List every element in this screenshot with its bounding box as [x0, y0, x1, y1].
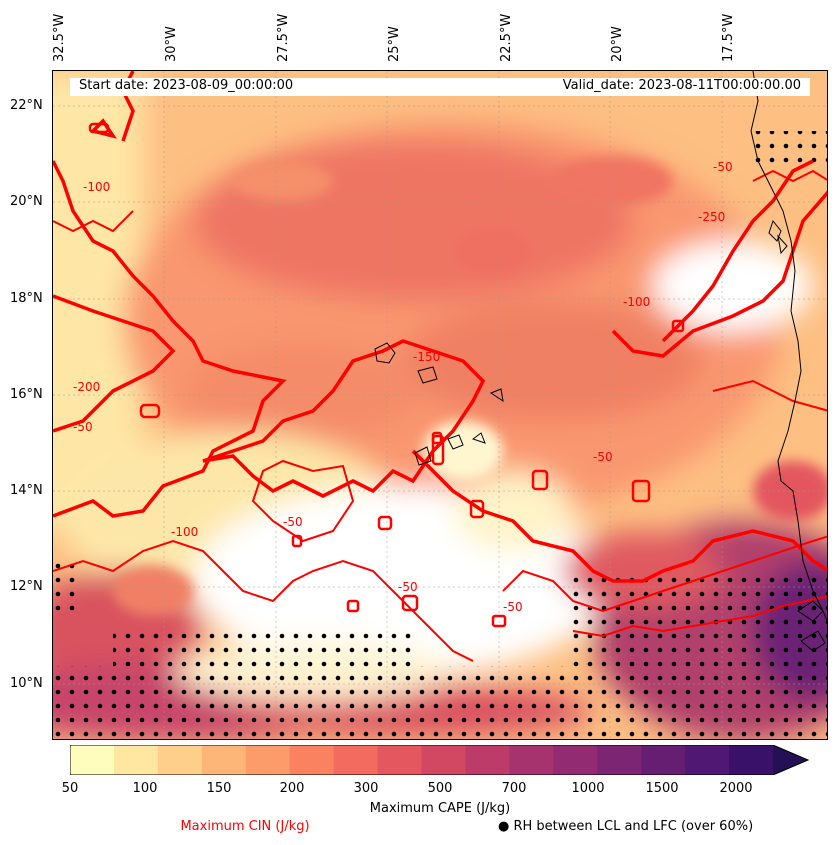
colorbar-cell — [113, 745, 159, 775]
contour-label: -50 — [283, 515, 303, 529]
contour-label: -100 — [171, 525, 198, 539]
colorbar-cell — [157, 745, 203, 775]
contour-label: -50 — [713, 160, 733, 174]
contour-label: -200 — [73, 380, 100, 394]
colorbar-cell — [333, 745, 379, 775]
contour-label: -50 — [503, 600, 523, 614]
legend-cin: Maximum CIN (J/kg) — [180, 819, 310, 834]
colorbar-title: Maximum CAPE (J/kg) — [369, 801, 511, 816]
contour-label: -100 — [623, 295, 650, 309]
colorbar-cell — [289, 745, 335, 775]
colorbar-cell — [245, 745, 291, 775]
lon-label-20w: 20°W — [610, 26, 625, 62]
lat-label-12n: 12°N — [10, 579, 43, 594]
lon-label-27.5w: 27.5°W — [276, 13, 291, 62]
cape-detail — [113, 156, 827, 616]
lon-label-32.5w: 32.5°W — [52, 13, 67, 62]
cin-small-contours — [88, 122, 685, 628]
colorbar-cell — [597, 745, 642, 775]
contour-label: -250 — [698, 210, 725, 224]
start-date: Start date: 2023-08-09_00:00:00 — [79, 78, 294, 93]
colorbar-arrow-frame — [772, 745, 810, 775]
coastline — [374, 71, 827, 652]
cape-map: -100 -50 -100 -50 -250 -150 -50 -50 -100… — [52, 70, 828, 740]
lon-label-30w: 30°W — [164, 26, 179, 62]
contour-label-group: -100 -50 -100 -50 -250 -150 -50 -50 -100… — [73, 160, 733, 614]
colorbar-cell — [465, 745, 510, 775]
colorbar-tick: 700 — [501, 781, 527, 796]
colorbar-cell — [421, 745, 466, 775]
colorbar-tick: 150 — [206, 781, 232, 796]
colorbar-tick: 300 — [353, 781, 379, 796]
lat-label-18n: 18°N — [10, 291, 43, 306]
colorbar-cell — [70, 745, 115, 775]
colorbar-tick: 1500 — [645, 781, 679, 796]
lon-label-25w: 25°W — [387, 26, 402, 62]
colorbar-tick: 100 — [132, 781, 158, 796]
colorbar-cell — [685, 745, 730, 775]
contour-label: -100 — [83, 180, 110, 194]
colorbar-cell — [377, 745, 422, 775]
lat-label-10n: 10°N — [10, 676, 43, 691]
map-canvas: -100 -50 -100 -50 -250 -150 -50 -50 -100… — [53, 71, 827, 739]
cape-colorbar — [70, 745, 810, 775]
colorbar-extend-arrow — [773, 745, 808, 775]
colorbar-tick: 50 — [61, 781, 79, 796]
contour-label: -50 — [73, 420, 93, 434]
colorbar-cells — [70, 745, 774, 775]
cin-contours — [53, 71, 827, 662]
colorbar-cell — [641, 745, 686, 775]
colorbar-cell — [201, 745, 247, 775]
lat-label-20n: 20°N — [10, 194, 43, 209]
colorbar-tick: 500 — [427, 781, 453, 796]
lat-label-16n: 16°N — [10, 387, 43, 402]
valid-date: Valid_date: 2023-08-11T00:00:00.00 — [562, 78, 801, 93]
lat-label-14n: 14°N — [10, 483, 43, 498]
contour-label: -150 — [413, 350, 440, 364]
colorbar-tick: 1000 — [571, 781, 605, 796]
lat-label-22n: 22°N — [10, 98, 43, 113]
colorbar-cell — [509, 745, 554, 775]
colorbar-cell — [553, 745, 598, 775]
lon-label-17.5w: 17.5°W — [721, 13, 736, 62]
colorbar-cell — [729, 745, 774, 775]
lon-label-22.5w: 22.5°W — [499, 13, 514, 62]
colorbar-tick: 200 — [279, 781, 305, 796]
legend-rh: ● RH between LCL and LFC (over 60%) — [498, 819, 754, 834]
contour-label: -50 — [593, 450, 613, 464]
date-info-bar: Start date: 2023-08-09_00:00:00 Valid_da… — [70, 78, 810, 96]
colorbar-tick: 2000 — [719, 781, 753, 796]
contour-label: -50 — [398, 580, 418, 594]
rh-dots — [53, 131, 827, 739]
